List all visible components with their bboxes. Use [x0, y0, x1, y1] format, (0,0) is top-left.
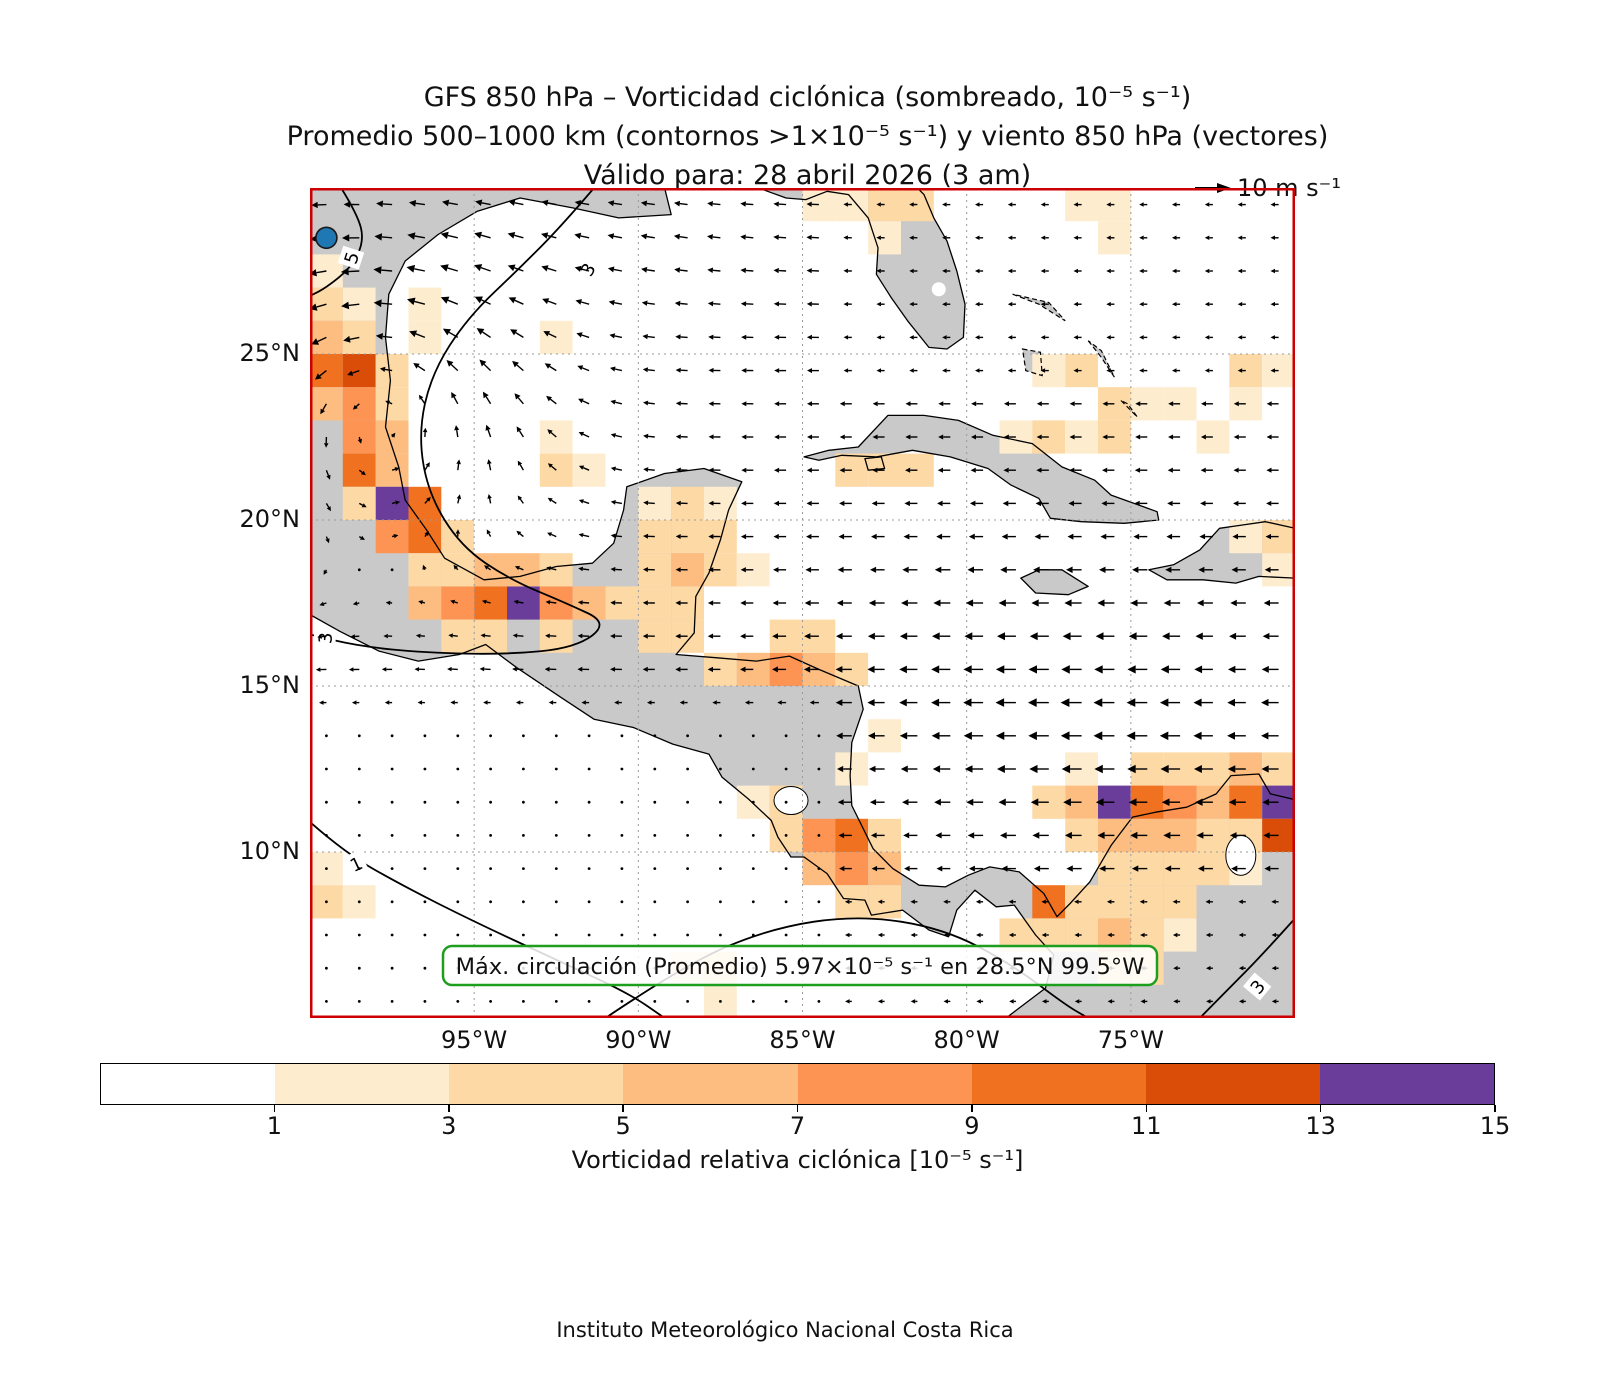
chart-title-block: GFS 850 hPa – Vorticidad ciclónica (somb…	[0, 78, 1615, 195]
colorbar-tick-mark	[622, 1105, 624, 1112]
colorbar-tick-mark	[273, 1105, 276, 1112]
x-tick-label: 95°W	[441, 1026, 508, 1054]
colorbar-tick-label: 3	[441, 1112, 457, 1140]
colorbar-segment	[101, 1064, 276, 1104]
colorbar-tick-mark	[1145, 1105, 1147, 1112]
y-tick-label: 20°N	[239, 505, 301, 533]
colorbar-segment	[1145, 1064, 1320, 1104]
x-tick-label: 90°W	[605, 1026, 672, 1054]
y-tick-label: 10°N	[239, 837, 301, 865]
colorbar-segment	[1319, 1064, 1494, 1104]
colorbar-tick-label: 9	[964, 1112, 980, 1140]
footer-credit: Instituto Meteorológico Nacional Costa R…	[556, 1318, 1014, 1342]
colorbar-segment	[449, 1064, 624, 1104]
wind-vectors-layer	[309, 199, 1279, 1004]
colorbar-tick-mark	[971, 1105, 973, 1112]
colorbar-segment	[797, 1064, 972, 1104]
colorbar-tick-mark	[1494, 1105, 1496, 1112]
svg-text:3: 3	[315, 631, 337, 644]
lakes-layer	[773, 282, 1257, 876]
colorbar-tick-label: 13	[1305, 1112, 1336, 1140]
max-circulation-annotation: Máx. circulación (Promedio) 5.97×10⁻⁵ s⁻…	[441, 944, 1159, 987]
max-circulation-marker	[315, 226, 338, 250]
annotation-box	[441, 944, 1159, 987]
colorbar	[100, 1063, 1495, 1105]
annotation-text: Máx. circulación (Promedio) 5.97×10⁻⁵ s⁻…	[456, 954, 1145, 980]
colorbar-segment	[623, 1064, 798, 1104]
gridline-layer	[310, 188, 1295, 1018]
colorbar-segment	[275, 1064, 450, 1104]
colorbar-tick-label: 7	[789, 1112, 806, 1140]
colorbar-tick-mark	[448, 1105, 450, 1112]
y-tick-label: 25°N	[239, 339, 301, 367]
chart-title-line2: Promedio 500–1000 km (contornos >1×10⁻⁵ …	[286, 121, 1329, 152]
colorbar-tick-mark	[1319, 1105, 1322, 1112]
chart-title-line1: GFS 850 hPa – Vorticidad ciclónica (somb…	[423, 82, 1192, 113]
x-tick-label: 75°W	[1097, 1026, 1164, 1054]
colorbar-tick-label: 11	[1130, 1112, 1162, 1140]
colorbar-tick-mark	[796, 1105, 799, 1112]
x-tick-label: 85°W	[769, 1026, 836, 1054]
colorbar-label: Vorticidad relativa ciclónica [10⁻⁵ s⁻¹]	[571, 1146, 1024, 1174]
colorbar-segment	[971, 1064, 1146, 1104]
chart-title-line3: Válido para: 28 abril 2026 (3 am)	[583, 160, 1032, 191]
colorbar-tick-label: 5	[615, 1112, 631, 1140]
colorbar-tick-label: 1	[266, 1112, 283, 1140]
y-tick-label: 15°N	[239, 671, 301, 699]
x-tick-label: 80°W	[933, 1026, 1000, 1054]
map-border	[310, 188, 1295, 1018]
colorbar-tick-label: 15	[1479, 1112, 1511, 1140]
